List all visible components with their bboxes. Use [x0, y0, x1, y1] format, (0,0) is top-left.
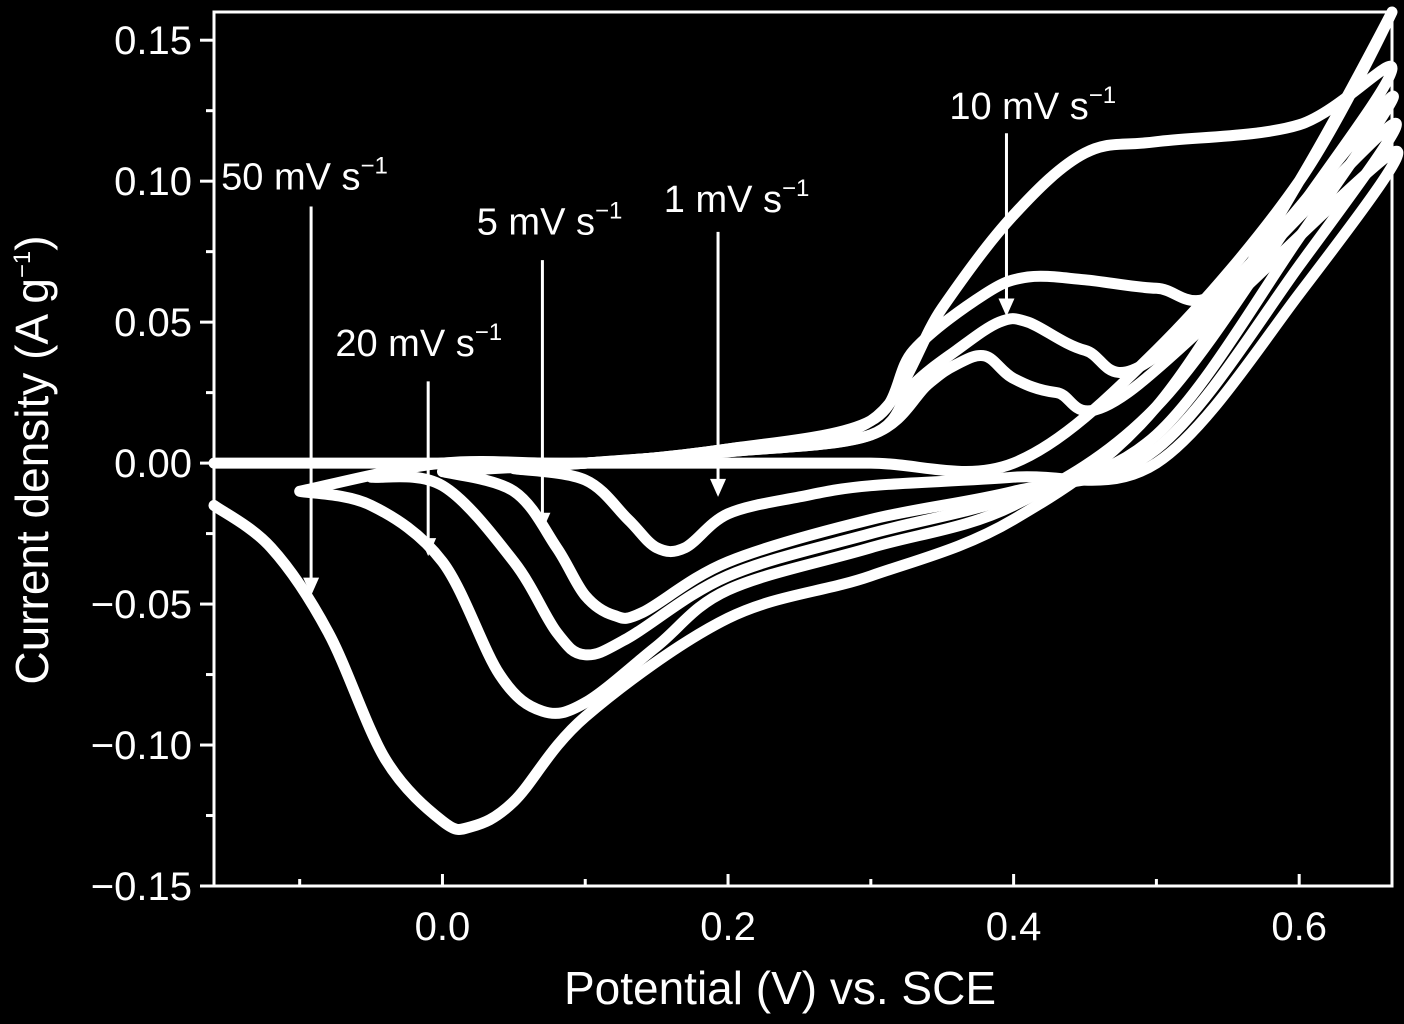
y-axis-title-main: Current density (A g	[6, 278, 58, 685]
y-axis-title-sup: −1	[9, 251, 36, 278]
annotation-label-sup: −1	[1089, 82, 1116, 109]
x-tick-label: 0.6	[1271, 905, 1327, 949]
annotation-label: 50 mV s−1	[221, 153, 388, 199]
annotation-label-sup: −1	[475, 319, 502, 346]
annotation-arrow-head	[420, 538, 437, 557]
annotation-label: 1 mV s−1	[664, 175, 810, 221]
annotation-label-main: 5 mV s	[477, 202, 595, 244]
annotation-arrow-head	[710, 478, 727, 497]
annotation-label-sup: −1	[361, 153, 388, 180]
y-tick-label: 0.00	[114, 442, 192, 486]
annotation: 5 mV s−1	[477, 198, 623, 531]
x-tick-label: 0.0	[415, 905, 471, 949]
y-tick-label: −0.10	[91, 724, 192, 768]
annotation-arrow-head	[303, 577, 320, 596]
x-axis-title: Potential (V) vs. SCE	[564, 962, 996, 1014]
axis-layer: 0.0 0.2 0.4 0.6 0.15 0.10 0.05 0.00 −0.05 −0.10 −0…	[91, 19, 1327, 949]
y-tick-label: 0.10	[114, 160, 192, 204]
annotation-label: 5 mV s−1	[477, 198, 623, 244]
annotation-label-sup: −1	[782, 175, 809, 202]
y-tick-label: 0.05	[114, 301, 192, 345]
annotation-label: 10 mV s−1	[949, 82, 1116, 128]
y-axis-title: Current density (A g−1)	[6, 235, 58, 684]
x-tick-label: 0.4	[986, 905, 1042, 949]
annotation-label-sup: −1	[595, 198, 622, 225]
annotation: 20 mV s−1	[335, 319, 502, 557]
annotation-arrow-head	[534, 512, 551, 531]
x-tick-label: 0.2	[700, 905, 756, 949]
annotation-layer: 50 mV s−120 mV s−15 mV s−1 1 mV s−110 mV …	[221, 82, 1116, 596]
annotation-label-main: 20 mV s	[335, 323, 474, 365]
series-line-2	[365, 90, 1399, 661]
y-tick-label: −0.15	[91, 865, 192, 909]
plot-frame	[212, 10, 1394, 888]
series-line-4	[508, 145, 1404, 558]
annotation-label-main: 50 mV s	[221, 157, 360, 199]
annotation-label-main: 10 mV s	[949, 86, 1088, 128]
y-tick-label: 0.15	[114, 19, 192, 63]
y-tick-label: −0.05	[91, 583, 192, 627]
annotation-label: 20 mV s−1	[335, 319, 502, 365]
annotation: 10 mV s−1	[949, 82, 1116, 317]
annotation-arrow-head	[998, 298, 1015, 317]
annotation: 50 mV s−1	[221, 153, 388, 596]
series-layer	[208, 6, 1404, 835]
annotation: 1 mV s−1	[664, 175, 810, 497]
y-axis-title-end: )	[6, 235, 58, 250]
annotation-label-main: 1 mV s	[664, 179, 782, 221]
